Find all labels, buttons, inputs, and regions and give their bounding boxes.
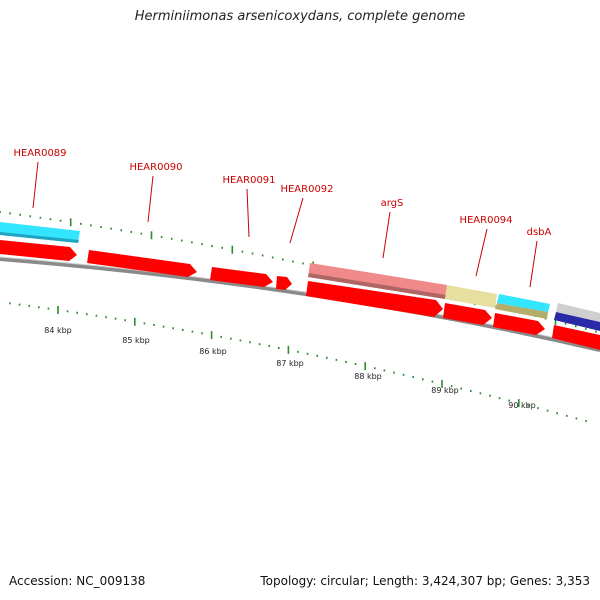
- accession-text: Accession: NC_009138: [9, 574, 146, 588]
- feature-cyan-left-shade: [0, 232, 79, 243]
- gene-label: HEAR0091: [222, 175, 275, 186]
- gene-leader-line: [246, 188, 250, 238]
- feature-khaki-HEAR0094: [445, 285, 497, 308]
- gene-label: dsbA: [527, 227, 552, 238]
- cds-arrow-HEAR0092: [276, 276, 292, 290]
- cds-arrow-argS: [306, 281, 443, 317]
- gene-label: HEAR0089: [13, 148, 66, 159]
- kbp-tick-label: 89 kbp: [431, 386, 459, 395]
- feature-gray-right: [556, 303, 600, 322]
- cds-arrow-HEAR0090: [87, 250, 197, 277]
- gene-leader-line: [147, 175, 154, 223]
- kbp-tick-label: 84 kbp: [44, 326, 72, 335]
- kbp-labels: 84 kbp 85 kbp 86 kbp 87 kbp 88 kbp 89 kbp 90 k…: [44, 326, 536, 410]
- genome-summary-text: Topology: circular; Length: 3,424,307 bp…: [260, 574, 590, 588]
- gene-label: argS: [381, 198, 404, 209]
- feature-olive-dsbA: [495, 303, 548, 319]
- gene-leader-line: [382, 211, 391, 259]
- kbp-tick-label: 88 kbp: [354, 372, 382, 381]
- cds-arrow-HEAR0089: [0, 240, 77, 261]
- feature-cyan-left: [0, 222, 80, 243]
- cds-arrow-right: [552, 325, 600, 350]
- lower-tick-track: [9, 302, 587, 423]
- cds-arrow-HEAR0091: [210, 267, 273, 287]
- gene-label: HEAR0094: [459, 215, 512, 226]
- kbp-tick-label: 90 kbp: [508, 401, 536, 410]
- gene-leader-line: [32, 161, 39, 209]
- gene-label: HEAR0090: [129, 162, 182, 173]
- feature-cyan-dsbA: [497, 294, 550, 312]
- gene-leader-line: [475, 228, 488, 277]
- gene-labels: HEAR0089 HEAR0090 HEAR0091 HEAR0092 argS HEAR…: [13, 148, 552, 288]
- genome-title: Herminiimonas arsenicoxydans, complete g…: [134, 9, 466, 24]
- kbp-tick-label: 87 kbp: [276, 359, 304, 368]
- gene-leader-line: [289, 197, 304, 244]
- cds-arrow-dsbA: [493, 313, 545, 335]
- cds-arrow-HEAR0094: [443, 303, 492, 325]
- kbp-tick-label: 85 kbp: [122, 336, 150, 345]
- feature-pink-argS-shade: [308, 273, 446, 299]
- gene-label: HEAR0092: [280, 184, 333, 195]
- kbp-tick-label: 86 kbp: [199, 347, 227, 356]
- feature-blue-right: [554, 312, 600, 331]
- gene-leader-line: [529, 240, 538, 288]
